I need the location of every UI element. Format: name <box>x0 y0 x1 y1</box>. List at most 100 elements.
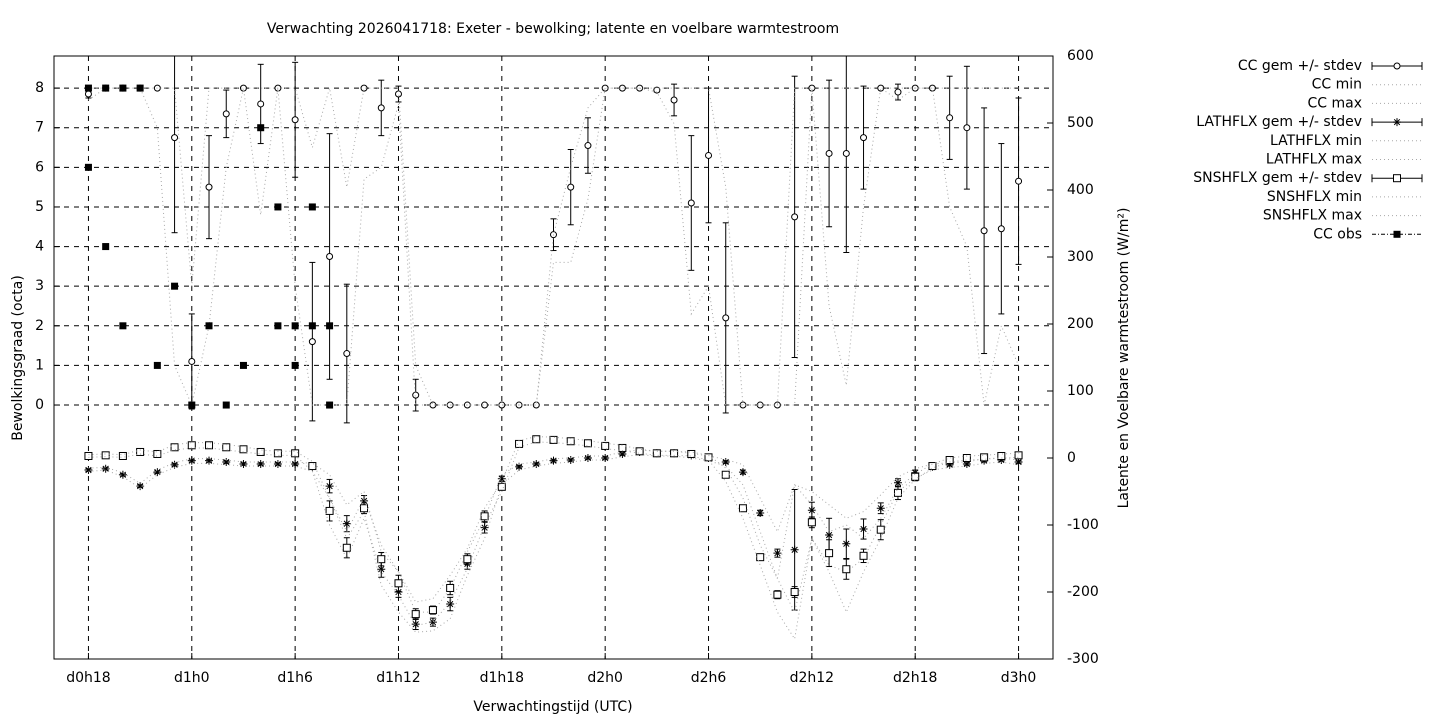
data-point <box>273 460 282 469</box>
data-point <box>963 124 971 132</box>
x-tick-label: d1h18 <box>480 670 524 686</box>
data-point <box>291 322 299 330</box>
data-point <box>532 460 541 469</box>
data-point <box>980 453 989 462</box>
data-point <box>876 504 885 513</box>
legend-marker <box>1393 118 1401 127</box>
data-point <box>136 447 145 456</box>
data-point <box>170 443 179 452</box>
data-point <box>722 314 730 322</box>
data-point <box>670 449 679 458</box>
y-tick-label: 0 <box>35 397 44 413</box>
data-point <box>997 225 1005 233</box>
data-point <box>807 518 816 527</box>
y2-tick-label: 500 <box>1067 115 1094 131</box>
data-point <box>618 443 627 452</box>
data-point <box>860 134 868 142</box>
data-point <box>962 460 971 469</box>
data-point <box>153 449 162 458</box>
y2-axis-label: Latente en Voelbare warmtestroom (W/m²) <box>1116 208 1132 509</box>
data-point <box>480 512 489 521</box>
chart-title: Verwachting 2026041718: Exeter - bewolki… <box>267 21 839 37</box>
data-point <box>583 454 592 462</box>
data-point <box>721 458 730 467</box>
data-point <box>343 350 351 358</box>
data-point <box>859 525 868 534</box>
data-point <box>136 84 144 92</box>
data-point <box>842 149 850 157</box>
x-tick-label: d1h6 <box>277 670 313 686</box>
y2-tick-label: -200 <box>1067 584 1099 600</box>
data-point <box>652 449 661 458</box>
data-point <box>411 610 420 619</box>
data-point <box>721 470 730 479</box>
data-point <box>342 519 351 528</box>
data-point <box>1014 458 1023 467</box>
data-point <box>635 447 644 456</box>
data-point <box>412 391 420 399</box>
data-point <box>188 357 196 365</box>
data-point <box>1014 451 1023 460</box>
data-point <box>773 549 782 558</box>
legend-label: CC max <box>1307 95 1362 111</box>
y2-tick-label: 0 <box>1067 450 1076 466</box>
y2-tick-label: -300 <box>1067 651 1099 667</box>
data-point <box>326 401 334 409</box>
data-point <box>825 531 834 540</box>
data-point <box>222 110 230 118</box>
data-point <box>101 464 110 473</box>
data-point <box>394 90 402 98</box>
y2-tick-label: 100 <box>1067 383 1094 399</box>
data-point <box>704 453 713 462</box>
y-tick-label: 2 <box>35 318 44 334</box>
data-point <box>257 124 265 132</box>
data-point <box>308 203 316 211</box>
y-tick-label: 7 <box>35 120 44 136</box>
data-point <box>118 470 127 479</box>
y-tick-label: 3 <box>35 278 44 294</box>
data-point <box>584 142 592 150</box>
data-point <box>583 439 592 448</box>
data-point <box>928 462 937 471</box>
data-point <box>515 439 524 448</box>
x-tick-label: d2h18 <box>893 670 937 686</box>
data-point <box>618 449 627 458</box>
data-point <box>738 468 747 477</box>
data-point <box>428 606 437 615</box>
data-point <box>946 114 954 122</box>
data-point <box>360 504 369 513</box>
data-point <box>773 590 782 599</box>
data-point <box>256 447 265 456</box>
data-point <box>377 565 386 574</box>
data-point <box>274 322 282 330</box>
range-line <box>88 87 1019 406</box>
data-point <box>171 134 179 142</box>
data-point <box>222 401 230 409</box>
y2-tick-label: 400 <box>1067 182 1094 198</box>
legend-label: LATHFLX gem +/- stdev <box>1196 114 1362 130</box>
data-point <box>205 183 213 191</box>
data-point <box>153 361 161 369</box>
data-point <box>980 227 988 235</box>
data-point <box>291 449 300 458</box>
x-tick-label: d2h6 <box>691 670 727 686</box>
range-line <box>88 454 1019 633</box>
data-point <box>549 435 558 444</box>
data-point <box>84 84 92 92</box>
data-point <box>84 163 92 171</box>
data-point <box>446 600 455 609</box>
x-tick-label: d1h0 <box>174 670 210 686</box>
data-point <box>84 90 92 98</box>
y-tick-label: 8 <box>35 80 44 96</box>
data-point <box>670 96 678 104</box>
legend-label: CC obs <box>1313 226 1362 242</box>
data-point <box>601 454 610 462</box>
x-tick-label: d1h12 <box>376 670 420 686</box>
data-point <box>945 460 954 469</box>
data-point <box>446 583 455 592</box>
data-point <box>291 361 299 369</box>
data-point <box>790 545 799 554</box>
data-point <box>549 456 558 465</box>
